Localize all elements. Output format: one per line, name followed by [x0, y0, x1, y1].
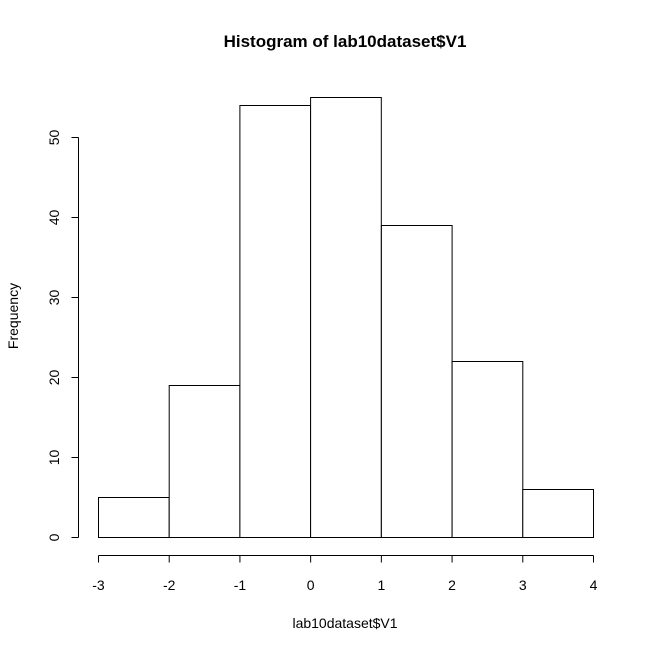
x-tick-label: 1	[377, 577, 385, 593]
y-tick-label: 20	[46, 370, 62, 386]
x-tick-label: 0	[307, 577, 315, 593]
x-tick-label: 3	[519, 577, 527, 593]
histogram-bar	[522, 489, 594, 538]
y-axis-label: Frequency	[5, 283, 21, 349]
y-tick-label: 40	[46, 210, 62, 226]
y-tick-label: 0	[46, 533, 62, 541]
x-tick-label: -2	[163, 577, 176, 593]
y-axis: 0 10 20 30 40 50	[46, 130, 79, 541]
histogram-bar	[451, 361, 524, 538]
x-tick-label: -1	[234, 577, 247, 593]
x-tick-label: 2	[448, 577, 456, 593]
x-axis-label: lab10dataset$V1	[292, 615, 397, 631]
x-tick-label: -3	[92, 577, 105, 593]
histogram-bar	[239, 105, 312, 538]
y-tick-label: 50	[46, 130, 62, 146]
histogram-bar	[380, 225, 453, 538]
histogram-bar	[310, 97, 382, 538]
x-tick-label: 4	[590, 577, 598, 593]
histogram-bars	[98, 97, 594, 538]
chart-title: Histogram of lab10dataset$V1	[224, 32, 467, 51]
y-tick-label: 30	[46, 290, 62, 306]
histogram-bar	[168, 385, 241, 538]
x-axis: -3 -2 -1 0 1 2 3 4	[92, 555, 598, 593]
histogram-bar	[98, 497, 170, 538]
y-tick-label: 10	[46, 450, 62, 466]
